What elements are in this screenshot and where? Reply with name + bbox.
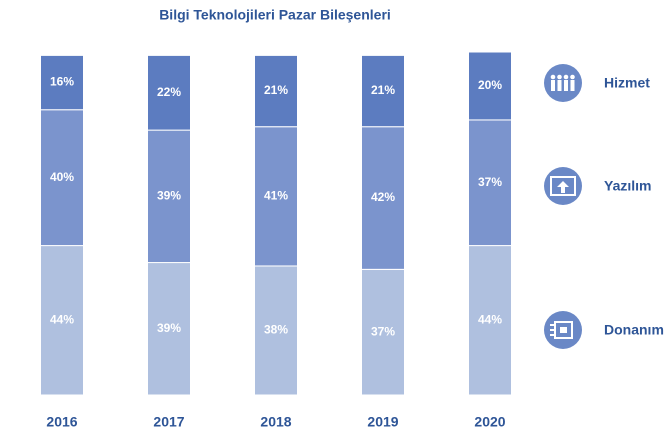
data-label: 44% [50, 312, 74, 326]
x-tick-label: 2019 [367, 414, 398, 430]
icon-part [570, 74, 575, 80]
bar-segment [147, 54, 191, 131]
bar-segment [254, 265, 298, 396]
x-tick-label: 2017 [153, 414, 184, 430]
data-label: 21% [371, 83, 395, 97]
bar-segment [40, 109, 84, 247]
legend-label: Donanım [604, 322, 664, 338]
legend-label: Yazılım [604, 178, 651, 194]
data-label: 42% [371, 190, 395, 204]
bar-segment [361, 268, 405, 396]
x-tick-label: 2016 [46, 414, 77, 430]
data-label: 22% [157, 85, 181, 99]
bar-segment [254, 126, 298, 267]
data-label: 38% [264, 323, 288, 337]
data-label: 37% [371, 324, 395, 338]
data-label: 39% [157, 321, 181, 335]
bar-segment [40, 245, 84, 396]
bar-segment [361, 126, 405, 270]
icon-part [563, 74, 569, 80]
data-label: 20% [478, 78, 502, 92]
bar-segment [147, 129, 191, 264]
chart-title: Bilgi Teknolojileri Pazar Bileşenleri [159, 7, 391, 23]
data-label: 37% [478, 175, 502, 189]
data-label: 39% [157, 189, 181, 203]
icon-part [550, 74, 556, 80]
bar-segment [40, 54, 84, 111]
x-tick-label: 2020 [474, 414, 505, 430]
legend-icon [544, 64, 582, 102]
icon-part [557, 181, 569, 193]
x-tick-label: 2018 [260, 414, 291, 430]
data-label: 44% [478, 312, 502, 326]
icon-part [564, 80, 568, 91]
icon-part [557, 80, 562, 91]
bar-segment [468, 51, 512, 121]
data-label: 16% [50, 75, 74, 89]
legend-label: Hizmet [604, 75, 650, 91]
data-label: 40% [50, 170, 74, 184]
bar-segment [361, 54, 405, 128]
icon-part [560, 327, 567, 333]
data-label: 21% [264, 83, 288, 97]
bar-segment [254, 54, 298, 128]
icon-part [570, 80, 575, 91]
data-label: 41% [264, 189, 288, 203]
icon-part [551, 80, 555, 91]
icon-part [557, 74, 562, 80]
bar-segment [468, 245, 512, 396]
bar-segment [147, 262, 191, 396]
icon-part [550, 176, 576, 196]
